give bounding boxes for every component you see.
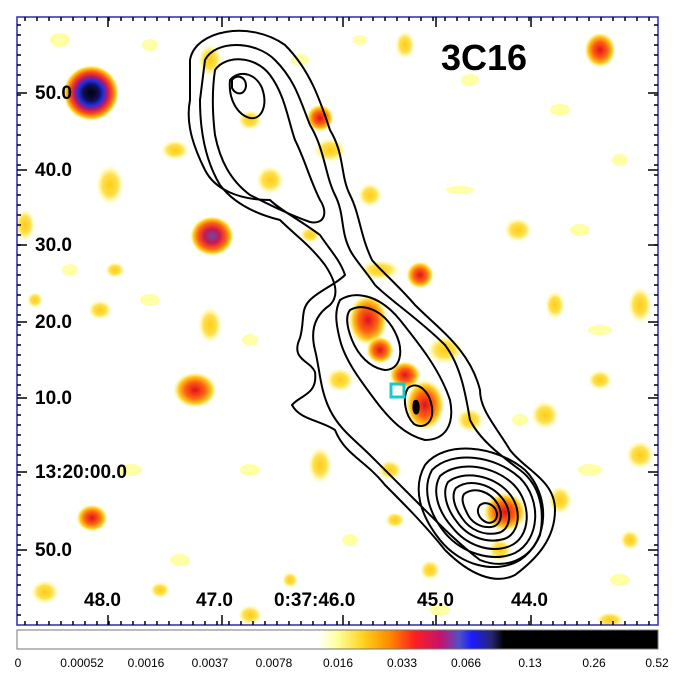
dec-label: 40.0 bbox=[35, 160, 72, 181]
colorbar-tick-label: 0.26 bbox=[582, 656, 606, 670]
dec-label: 50.0 bbox=[35, 83, 72, 104]
frame-ticks bbox=[17, 17, 658, 625]
colorbar-tick-labels: 0 0.00052 0.0016 0.0037 0.0078 0.016 0.0… bbox=[15, 656, 669, 670]
image-area[interactable] bbox=[17, 17, 658, 625]
colorbar-tick-label: 0.0037 bbox=[192, 656, 229, 670]
ra-label: 45.0 bbox=[417, 590, 454, 611]
radio-contours bbox=[187, 29, 556, 580]
colorbar-tick-label: 0.066 bbox=[451, 656, 481, 670]
colorbar-tick-label: 0.00052 bbox=[60, 656, 104, 670]
core-marker[interactable] bbox=[389, 382, 406, 399]
ra-axis-labels: 48.0 47.0 0:37:46.0 45.0 44.0 bbox=[84, 590, 548, 611]
colorbar-tick-label: 0.016 bbox=[323, 656, 353, 670]
colorbar-tick-label: 0.13 bbox=[518, 656, 542, 670]
dec-label: 50.0 bbox=[35, 540, 72, 561]
ra-label: 48.0 bbox=[84, 590, 121, 611]
ra-label: 44.0 bbox=[511, 590, 548, 611]
dec-label: 10.0 bbox=[35, 388, 72, 409]
dec-label: 20.0 bbox=[35, 312, 72, 333]
colorbar[interactable] bbox=[16, 629, 659, 650]
ra-label: 0:37:46.0 bbox=[274, 590, 355, 611]
dec-label: 13:20:00.0 bbox=[35, 462, 127, 483]
colorbar-tick-label: 0.0078 bbox=[256, 656, 293, 670]
dec-axis-labels: 50.0 40.0 30.0 20.0 10.0 13:20:00.0 50.0 bbox=[35, 83, 127, 561]
colorbar-tick-label: 0.033 bbox=[387, 656, 417, 670]
ra-label: 47.0 bbox=[196, 590, 233, 611]
colorbar-tick-label: 0.0016 bbox=[128, 656, 165, 670]
dec-label: 30.0 bbox=[35, 235, 72, 256]
colorbar-tick-label: 0.52 bbox=[645, 656, 669, 670]
colorbar-tick-label: 0 bbox=[15, 656, 22, 670]
image-title: 3C16 bbox=[441, 37, 527, 78]
